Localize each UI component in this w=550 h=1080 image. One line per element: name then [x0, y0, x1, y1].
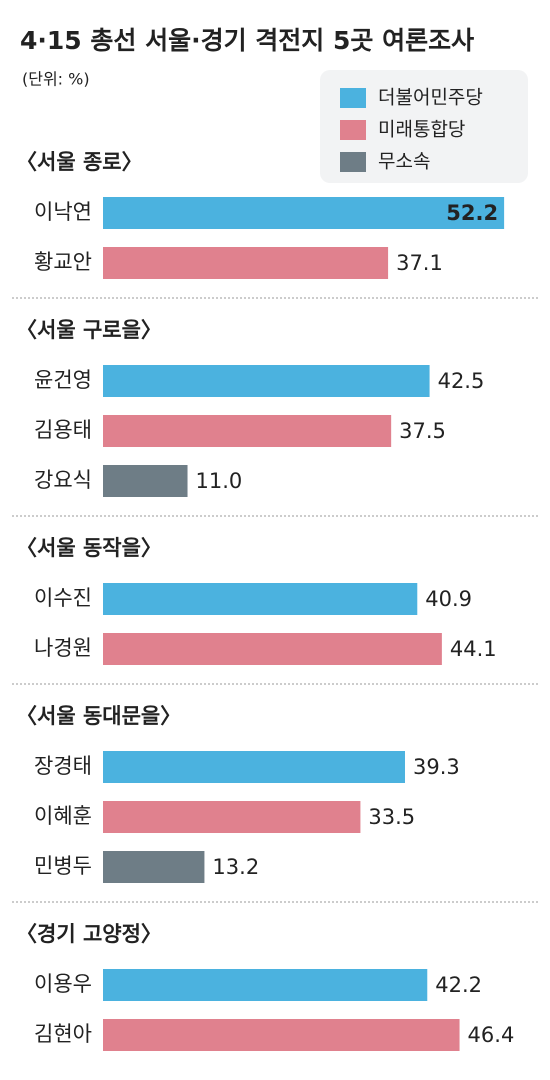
bar [103, 365, 430, 397]
group-label: 〈서울 동작을〉 [16, 536, 162, 560]
value-label: 37.1 [396, 251, 443, 275]
group-label: 〈서울 구로을〉 [16, 318, 162, 342]
category-label: 김현아 [34, 1022, 92, 1046]
legend-box [320, 70, 528, 183]
category-label: 이수진 [34, 586, 92, 610]
category-label: 강요식 [34, 468, 92, 492]
bar [103, 583, 418, 615]
category-label: 이낙연 [34, 200, 92, 224]
bar [103, 465, 188, 497]
category-label: 이혜훈 [34, 804, 92, 828]
category-label: 김용태 [34, 418, 92, 442]
value-label: 40.9 [425, 587, 472, 611]
value-label: 13.2 [212, 855, 259, 879]
category-label: 윤건영 [34, 368, 92, 392]
category-label: 민병두 [34, 854, 92, 878]
value-label: 44.1 [450, 637, 497, 661]
bar [103, 751, 405, 783]
bar [103, 1019, 460, 1051]
legend-swatch [340, 88, 366, 108]
value-label: 46.4 [468, 1023, 515, 1047]
value-label: 11.0 [196, 469, 243, 493]
bar [103, 197, 505, 229]
value-label: 39.3 [413, 755, 460, 779]
bar [103, 415, 392, 447]
category-label: 황교안 [34, 250, 92, 274]
value-label: 37.5 [399, 419, 446, 443]
bar [103, 247, 389, 279]
chart-subtitle: (단위: %) [22, 70, 90, 89]
bar [103, 969, 428, 1001]
bar [103, 633, 442, 665]
category-label: 장경태 [34, 754, 92, 778]
group-label: 〈경기 고양정〉 [16, 922, 162, 946]
value-label: 42.2 [435, 973, 482, 997]
legend-swatch [340, 120, 366, 140]
value-label: 42.5 [438, 369, 485, 393]
legend-swatch [340, 152, 366, 172]
chart-title: 4·15 총선 서울·경기 격전지 5곳 여론조사 [20, 26, 474, 55]
bar [103, 801, 361, 833]
legend-label: 무소속 [378, 151, 430, 173]
bar [103, 851, 205, 883]
category-label: 이용우 [34, 972, 92, 996]
group-label: 〈서울 종로〉 [16, 150, 143, 174]
value-label: 52.2 [446, 201, 498, 225]
legend-label: 더불어민주당 [378, 87, 483, 109]
group-label: 〈서울 동대문을〉 [16, 704, 181, 728]
category-label: 나경원 [34, 636, 92, 660]
legend-label: 미래통합당 [378, 119, 465, 141]
value-label: 33.5 [368, 805, 415, 829]
